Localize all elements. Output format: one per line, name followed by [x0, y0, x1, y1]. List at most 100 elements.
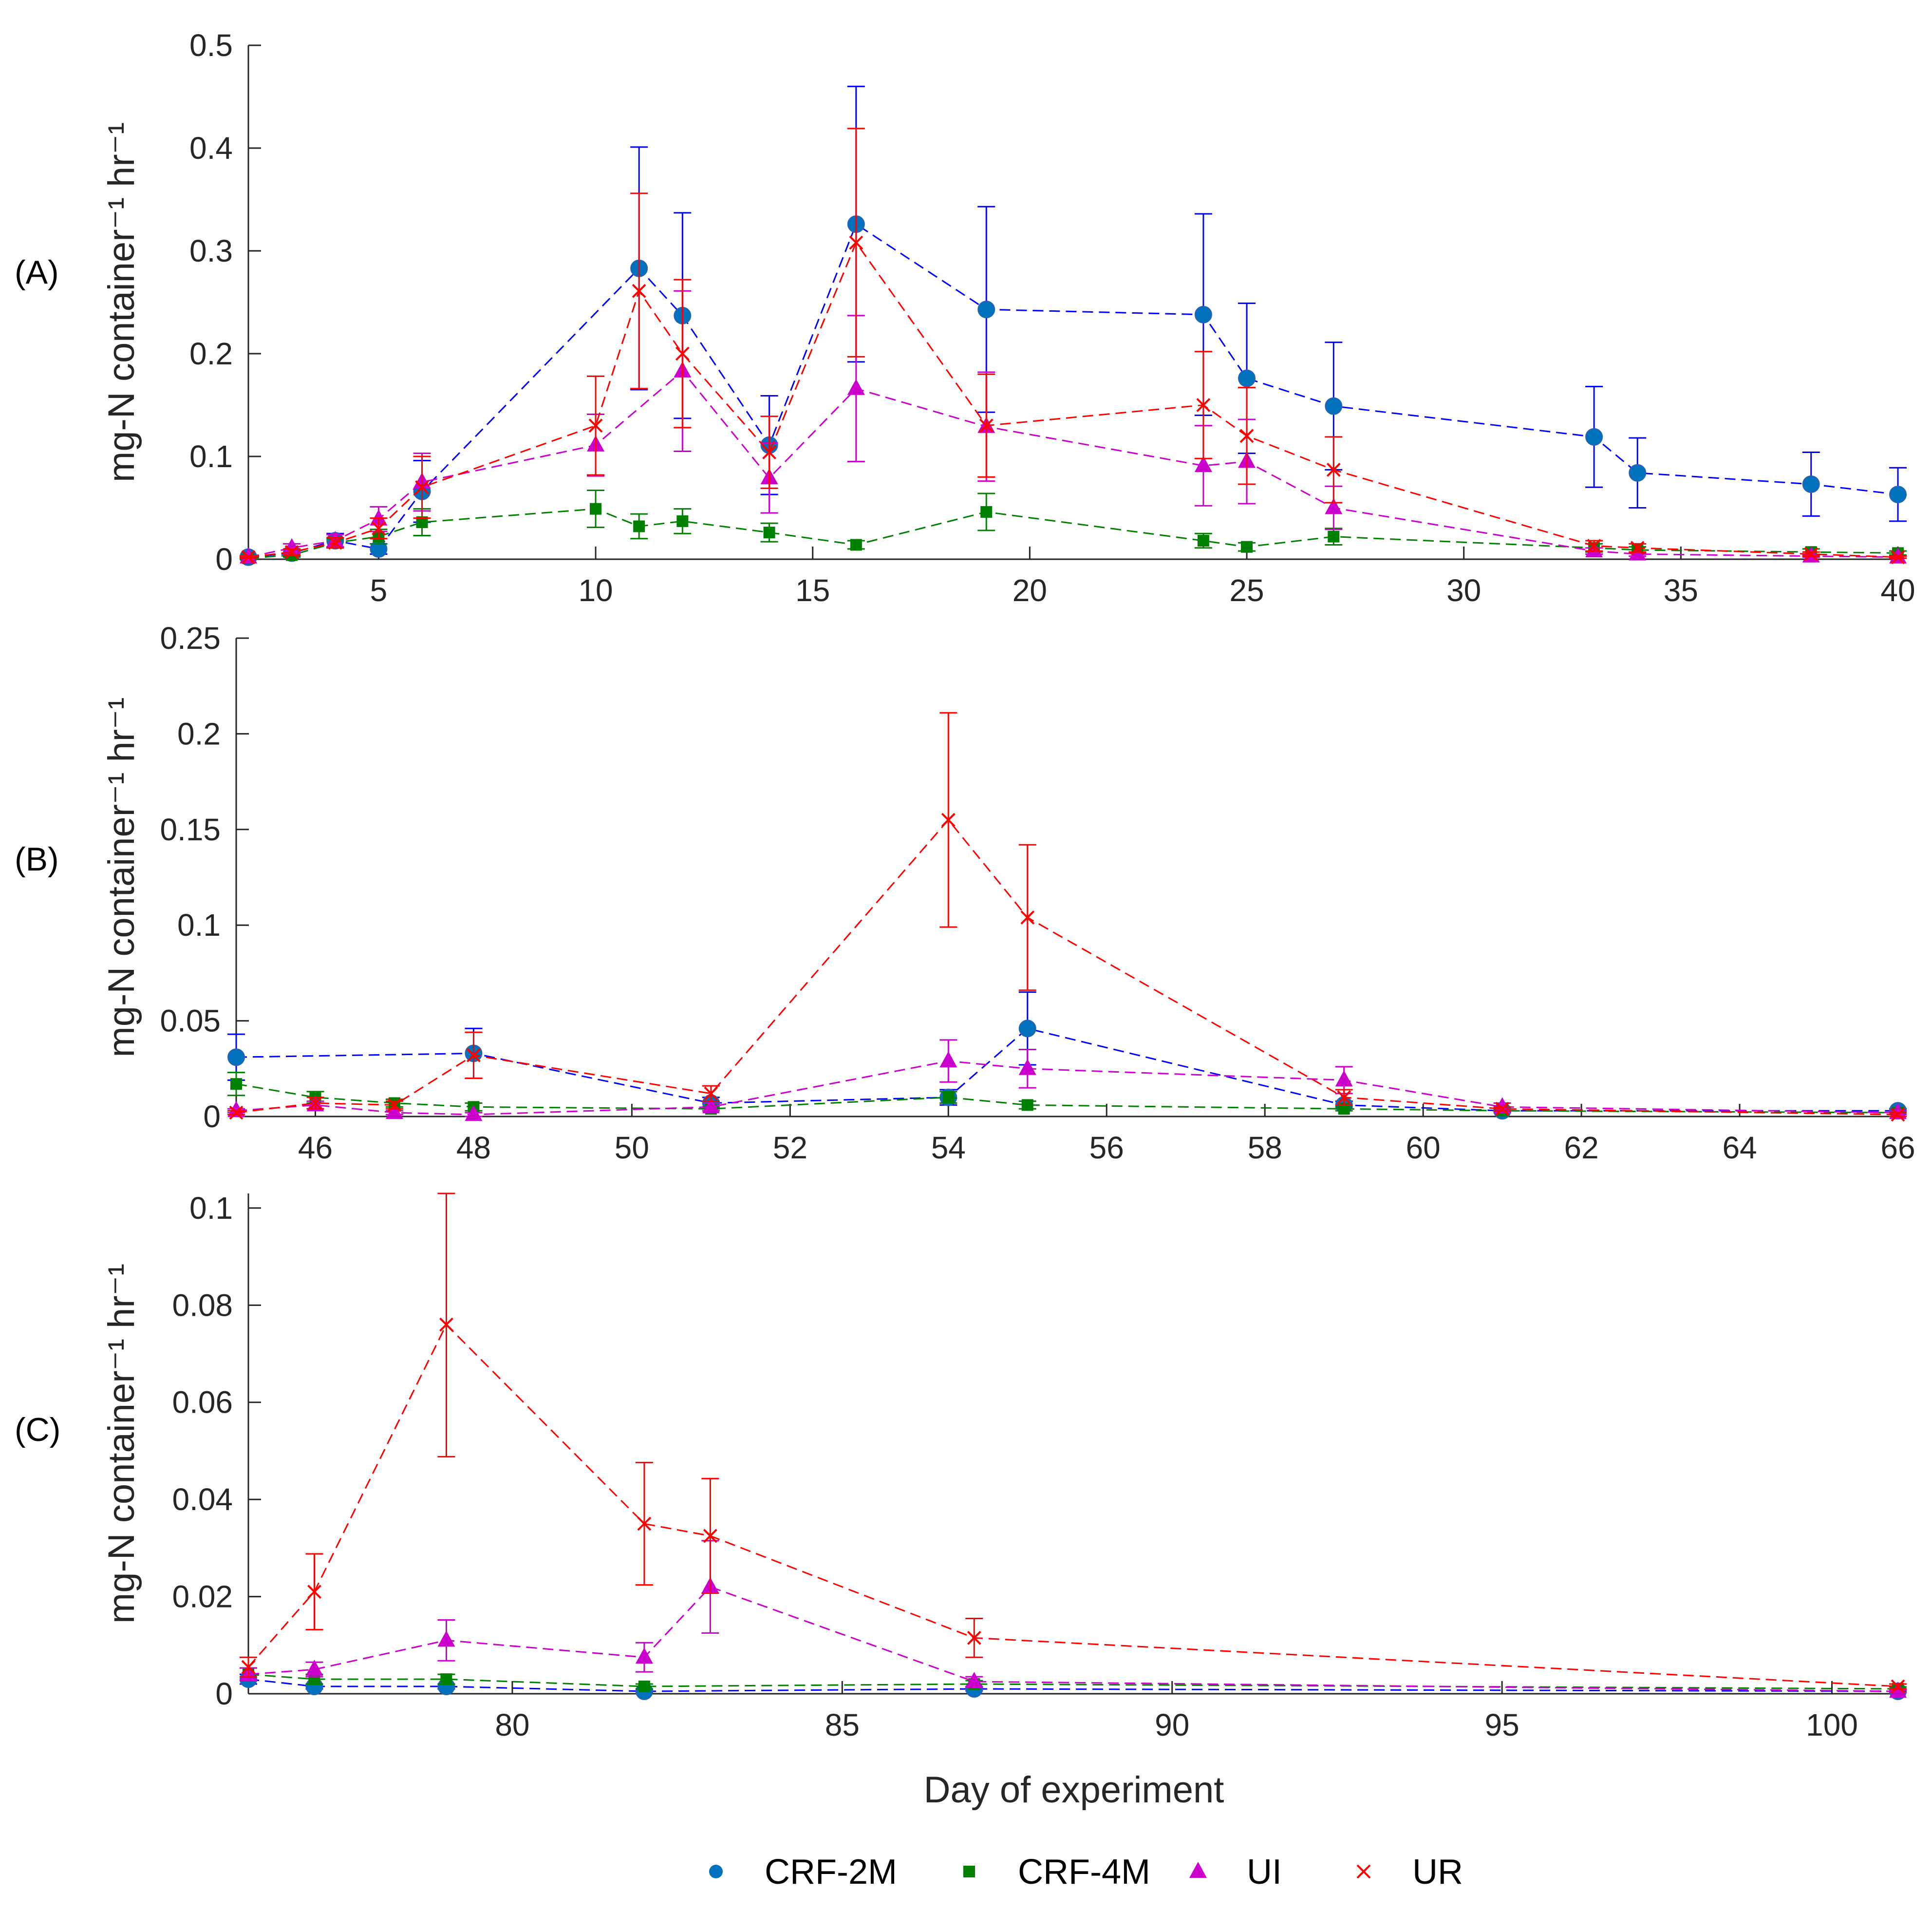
x-tick-label: 30	[1446, 573, 1481, 608]
data-point-crf-4m	[1241, 541, 1253, 553]
series-crf-4m	[227, 1072, 1907, 1119]
data-point-crf-2m	[1018, 1020, 1036, 1038]
data-point-ur	[588, 418, 603, 433]
data-point-ur	[241, 550, 256, 565]
series-line-ui	[248, 370, 1898, 558]
data-point-ur	[241, 1660, 256, 1674]
panel-label: (A)	[15, 254, 59, 291]
data-point-ur	[1804, 547, 1819, 561]
data-point-ui	[1018, 1059, 1036, 1075]
data-point-ur	[967, 1630, 981, 1645]
data-point-ur	[762, 445, 776, 459]
series-line-ur	[248, 241, 1898, 558]
data-point-ui	[283, 538, 301, 554]
x-tick-label: 100	[1806, 1707, 1858, 1742]
x-tick-label: 25	[1229, 573, 1264, 608]
y-axis-title: mg-N container⁻¹ hr⁻¹	[101, 122, 142, 482]
data-point-ur	[1337, 1090, 1351, 1105]
y-tick-label: 0.04	[172, 1482, 233, 1517]
series-line-crf-2m	[248, 1678, 1898, 1692]
y-tick-label: 0.08	[172, 1287, 233, 1323]
data-point-ui	[702, 1097, 720, 1114]
legend-marker-ui	[1189, 1862, 1207, 1878]
x-tick-label: 40	[1880, 573, 1915, 608]
legend-marker-crf-4m	[963, 1866, 975, 1877]
legend-label: UR	[1412, 1853, 1463, 1892]
y-tick-label: 0.05	[160, 1003, 221, 1039]
data-point-ur	[1239, 429, 1254, 443]
data-point-crf-2m	[1325, 397, 1343, 415]
series-ur	[240, 128, 1907, 565]
data-point-ur	[371, 521, 386, 536]
data-point-ui	[1335, 1070, 1353, 1087]
legend-label: CRF-2M	[765, 1853, 897, 1892]
data-point-crf-4m	[676, 515, 689, 527]
y-tick-label: 0.15	[160, 812, 221, 847]
data-point-crf-2m	[1802, 475, 1820, 493]
series-line-crf-4m	[248, 1673, 1898, 1690]
y-tick-label: 0.5	[189, 28, 233, 63]
data-point-ui	[635, 1647, 653, 1664]
series-ur	[240, 1192, 1907, 1694]
data-point-crf-2m	[1585, 428, 1603, 446]
x-tick-label: 5	[370, 573, 388, 608]
legend: CRF-2M CRF-4M UI UR	[709, 1853, 1463, 1892]
data-point-crf-4m	[1328, 530, 1340, 543]
legend-label: CRF-4M	[1018, 1853, 1150, 1892]
series-line-ui	[236, 1060, 1898, 1116]
series-line-crf-4m	[236, 1083, 1898, 1114]
data-point-ur	[1891, 1679, 1905, 1694]
x-tick-label: 48	[456, 1130, 491, 1165]
x-tick-label: 60	[1406, 1130, 1441, 1165]
data-point-ur	[467, 1048, 481, 1062]
legend-entry-ur: UR	[1356, 1853, 1463, 1892]
y-tick-label: 0	[203, 1099, 221, 1134]
x-tick-label: 10	[578, 573, 613, 608]
data-point-ur	[637, 1516, 652, 1531]
data-point-ui	[437, 1630, 455, 1647]
data-point-crf-4m	[942, 1091, 955, 1103]
data-point-ui	[1194, 455, 1212, 472]
legend-label: UI	[1247, 1853, 1282, 1892]
panel-1: 46 48 50 52 54 56 58 60 62 64 66 0 0.05 0.1 0.15 0.2 0.2…	[15, 621, 1915, 1165]
series-ui	[240, 290, 1907, 564]
data-point-ur	[1326, 463, 1341, 477]
data-point-ui	[385, 1103, 403, 1119]
data-point-ur	[703, 1529, 717, 1543]
data-point-ur	[415, 480, 429, 494]
data-point-ui	[939, 1051, 957, 1068]
series-line-ur	[236, 818, 1898, 1116]
data-point-ui	[305, 1660, 323, 1676]
y-tick-label: 0.1	[189, 439, 233, 474]
data-point-crf-4m	[633, 520, 645, 532]
data-point-ur	[308, 1096, 322, 1110]
y-tick-label: 0.2	[177, 716, 221, 751]
x-tick-label: 20	[1013, 573, 1047, 608]
legend-entry-ui: UI	[1189, 1853, 1282, 1892]
x-tick-label: 52	[773, 1130, 807, 1165]
data-point-crf-4m	[980, 506, 993, 518]
y-tick-label: 0.2	[189, 336, 233, 371]
data-point-ur	[1891, 1107, 1905, 1122]
y-tick-label: 0.4	[189, 131, 233, 166]
series-ui	[227, 1039, 1907, 1121]
panel-2: 80 85 90 95 100 0 0.02 0.04 0.06 0.08 0.1 mg-N cont…	[15, 1191, 1907, 1742]
x-tick-label: 85	[825, 1707, 860, 1742]
data-point-ur	[979, 418, 994, 433]
x-tick-label: 66	[1880, 1130, 1915, 1165]
legend-entry-crf-4m: CRF-4M	[963, 1853, 1150, 1892]
y-tick-label: 0	[215, 542, 233, 577]
panel-label: (B)	[15, 841, 59, 878]
data-point-ur	[632, 284, 646, 298]
x-tick-label: 90	[1155, 1707, 1189, 1742]
panel-0: 5 10 15 20 25 30 35 40 0 0.1 0.2 0.3 0.4 0.5 mg-N cont…	[15, 28, 1915, 608]
data-point-ur	[439, 1317, 453, 1332]
x-tick-label: 58	[1248, 1130, 1282, 1165]
x-tick-label: 56	[1089, 1130, 1124, 1165]
x-tick-label: 80	[495, 1707, 529, 1742]
x-tick-label: 15	[795, 573, 830, 608]
y-axis-title: mg-N container⁻¹ hr⁻¹	[101, 697, 142, 1057]
y-tick-label: 0	[215, 1676, 233, 1711]
legend-marker-ur	[1356, 1864, 1371, 1879]
